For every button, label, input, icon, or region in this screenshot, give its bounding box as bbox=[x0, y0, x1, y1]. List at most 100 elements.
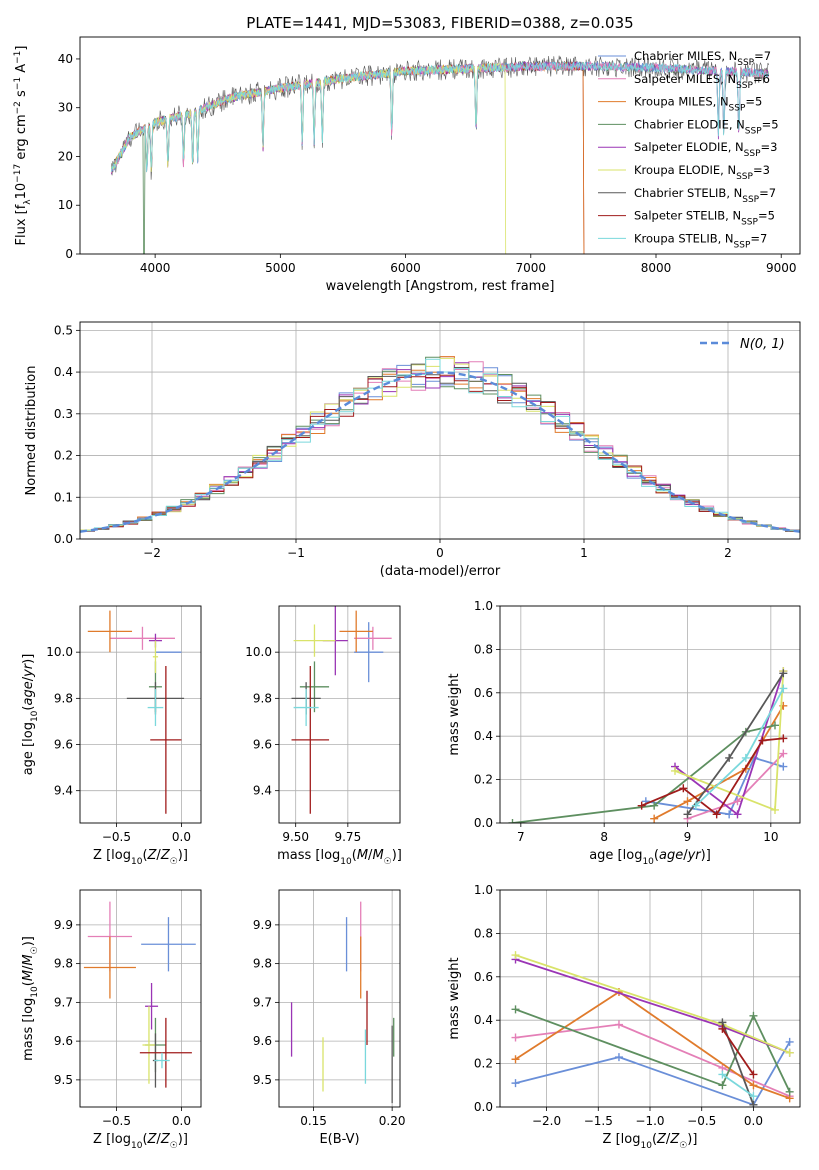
label-part: ( bbox=[142, 1132, 147, 1147]
label-part: =7 bbox=[759, 186, 776, 200]
x-tick-label: 0.0 bbox=[172, 830, 191, 844]
y-tick-label: 0.2 bbox=[474, 773, 493, 787]
y-tick-label: 9.6 bbox=[54, 738, 73, 752]
weight-marker-chabrier-elodie bbox=[771, 721, 779, 730]
weight-marker-salpeter-stelib bbox=[749, 1070, 758, 1079]
label-part: )] bbox=[178, 848, 188, 863]
y-axis-label: mass weight bbox=[447, 957, 462, 1039]
label-part: =3 bbox=[761, 140, 778, 154]
axes-frame bbox=[79, 889, 202, 1108]
histogram-step-kroupa-stelib bbox=[80, 358, 800, 534]
weight-line-salpeter-miles bbox=[515, 1023, 791, 1098]
residual-histogram-panel: −2 −1 0 1 2 0.0 0.1 0.2 0.3 0.4 0.5 (data-model)/er… bbox=[24, 321, 801, 579]
plot-area bbox=[80, 356, 800, 534]
label-part: 10 bbox=[131, 1141, 143, 1151]
axes-frame bbox=[278, 605, 401, 824]
weight-marker-chabrier-elodie bbox=[511, 1005, 520, 1014]
label-part: Z bbox=[656, 1132, 667, 1147]
weight-marker-salpeter-stelib bbox=[679, 784, 688, 793]
label-part: SSP bbox=[737, 58, 754, 68]
y-tick-label: 0.5 bbox=[54, 323, 73, 337]
y-tick-label: 9.4 bbox=[253, 784, 272, 798]
weight-marker-kroupa-miles bbox=[683, 797, 692, 806]
weight-line-salpeter-stelib bbox=[721, 1028, 755, 1076]
label-part: age [log bbox=[589, 848, 642, 863]
label-part: )] bbox=[687, 1132, 697, 1147]
x-tick-label: −0.5 bbox=[102, 1114, 131, 1128]
label-part: M bbox=[357, 848, 368, 863]
label-part: )] bbox=[21, 654, 36, 664]
label-part: 10 bbox=[340, 857, 352, 867]
label-part: λ bbox=[23, 199, 33, 205]
x-axis-label: Z [log10(Z/Z☉)] bbox=[603, 1132, 698, 1151]
legend-label-chabrier-stelib: Chabrier STELIB, NSSP=7 bbox=[634, 186, 776, 205]
figure-title: PLATE=1441, MJD=53083, FIBERID=0388, z=0… bbox=[246, 14, 633, 32]
x-tick-label: 0.15 bbox=[300, 1114, 327, 1128]
weight-line-kroupa-stelib bbox=[721, 1073, 754, 1097]
weight-marker-chabrier-elodie bbox=[508, 819, 517, 823]
label-part: E(B-V) bbox=[319, 1132, 359, 1147]
x-tick-label: 1 bbox=[580, 546, 588, 560]
label-part: yr bbox=[687, 848, 703, 863]
legend-label-kroupa-elodie: Kroupa ELODIE, NSSP=3 bbox=[634, 163, 770, 182]
label-part: )] bbox=[178, 1132, 188, 1147]
label-part: / bbox=[683, 848, 688, 863]
weight-marker-kroupa-stelib bbox=[779, 684, 788, 693]
label-part: Flux [f bbox=[14, 204, 29, 245]
label-part: M bbox=[21, 954, 36, 965]
label-part: =5 bbox=[762, 117, 779, 131]
weight-marker-chabrier-elodie bbox=[749, 1011, 758, 1020]
weight-line-chabrier-miles bbox=[515, 1041, 791, 1106]
y-tick-label: 0.3 bbox=[54, 407, 73, 421]
weight-marker-kroupa-miles bbox=[749, 1081, 758, 1090]
y-axis-label: Normed distribution bbox=[24, 366, 39, 496]
age-vs-metallicity-panel: −0.5 0.09.49.69.810.0Z [log10(Z/Z☉)]age [… bbox=[21, 605, 202, 867]
label-part: / bbox=[21, 676, 36, 681]
weight-marker-chabrier-miles bbox=[614, 1053, 623, 1062]
label-part: )] bbox=[701, 848, 711, 863]
label-part: wavelength [Angstrom, rest frame] bbox=[326, 279, 555, 294]
x-axis-label: (data-model)/error bbox=[380, 564, 501, 579]
x-tick-label: 4000 bbox=[140, 261, 171, 275]
x-tick-label: −1.0 bbox=[635, 1114, 664, 1128]
label-part: / bbox=[666, 1132, 671, 1147]
axes-frame bbox=[278, 889, 401, 1108]
weight-marker-chabrier-elodie bbox=[650, 801, 659, 810]
y-tick-label: 9.6 bbox=[54, 1034, 73, 1048]
label-part: / bbox=[21, 965, 36, 970]
plot-area bbox=[87, 610, 185, 814]
label-part: −17 bbox=[13, 164, 23, 183]
y-axis-label: age [log10(age/yr)] bbox=[21, 654, 40, 776]
axes-frame bbox=[79, 321, 801, 540]
y-tick-label: 0.8 bbox=[474, 926, 493, 940]
label-part: mass weight bbox=[447, 673, 462, 755]
y-tick-label: 9.7 bbox=[54, 995, 73, 1009]
y-tick-label: 0.4 bbox=[54, 365, 73, 379]
weight-marker-chabrier-stelib bbox=[725, 753, 734, 762]
label-part: SSP bbox=[744, 149, 761, 159]
label-part: ☉ bbox=[170, 857, 178, 867]
y-tick-label: 9.5 bbox=[253, 1073, 272, 1087]
y-tick-label: 0.1 bbox=[54, 490, 73, 504]
x-axis-label: Z [log10(Z/Z☉)] bbox=[93, 1132, 188, 1151]
label-part: Chabrier ELODIE, N bbox=[634, 117, 745, 131]
weight-marker-salpeter-stelib bbox=[637, 801, 646, 810]
y-tick-label: 0.4 bbox=[474, 729, 493, 743]
x-tick-label: 9 bbox=[684, 830, 692, 844]
label-part: Chabrier STELIB, N bbox=[634, 186, 742, 200]
legend-label-salpeter-miles: Salpeter MILES, NSSP=6 bbox=[634, 72, 770, 91]
x-tick-label: 9.75 bbox=[334, 830, 361, 844]
label-part: −2 bbox=[13, 101, 23, 114]
label-part: ( bbox=[654, 848, 659, 863]
label-part: M bbox=[372, 848, 383, 863]
label-part: 10 bbox=[640, 1141, 652, 1151]
y-tick-label: 0 bbox=[65, 247, 73, 261]
y-tick-label: 9.5 bbox=[54, 1073, 73, 1087]
axes-frame bbox=[499, 889, 801, 1108]
y-tick-label: 0.0 bbox=[474, 1100, 493, 1114]
label-part: Salpeter MILES, N bbox=[634, 72, 736, 86]
legend-label-chabrier-miles: Chabrier MILES, NSSP=7 bbox=[634, 49, 771, 68]
label-part: Normed distribution bbox=[24, 366, 39, 496]
label-part: yr bbox=[21, 662, 36, 678]
